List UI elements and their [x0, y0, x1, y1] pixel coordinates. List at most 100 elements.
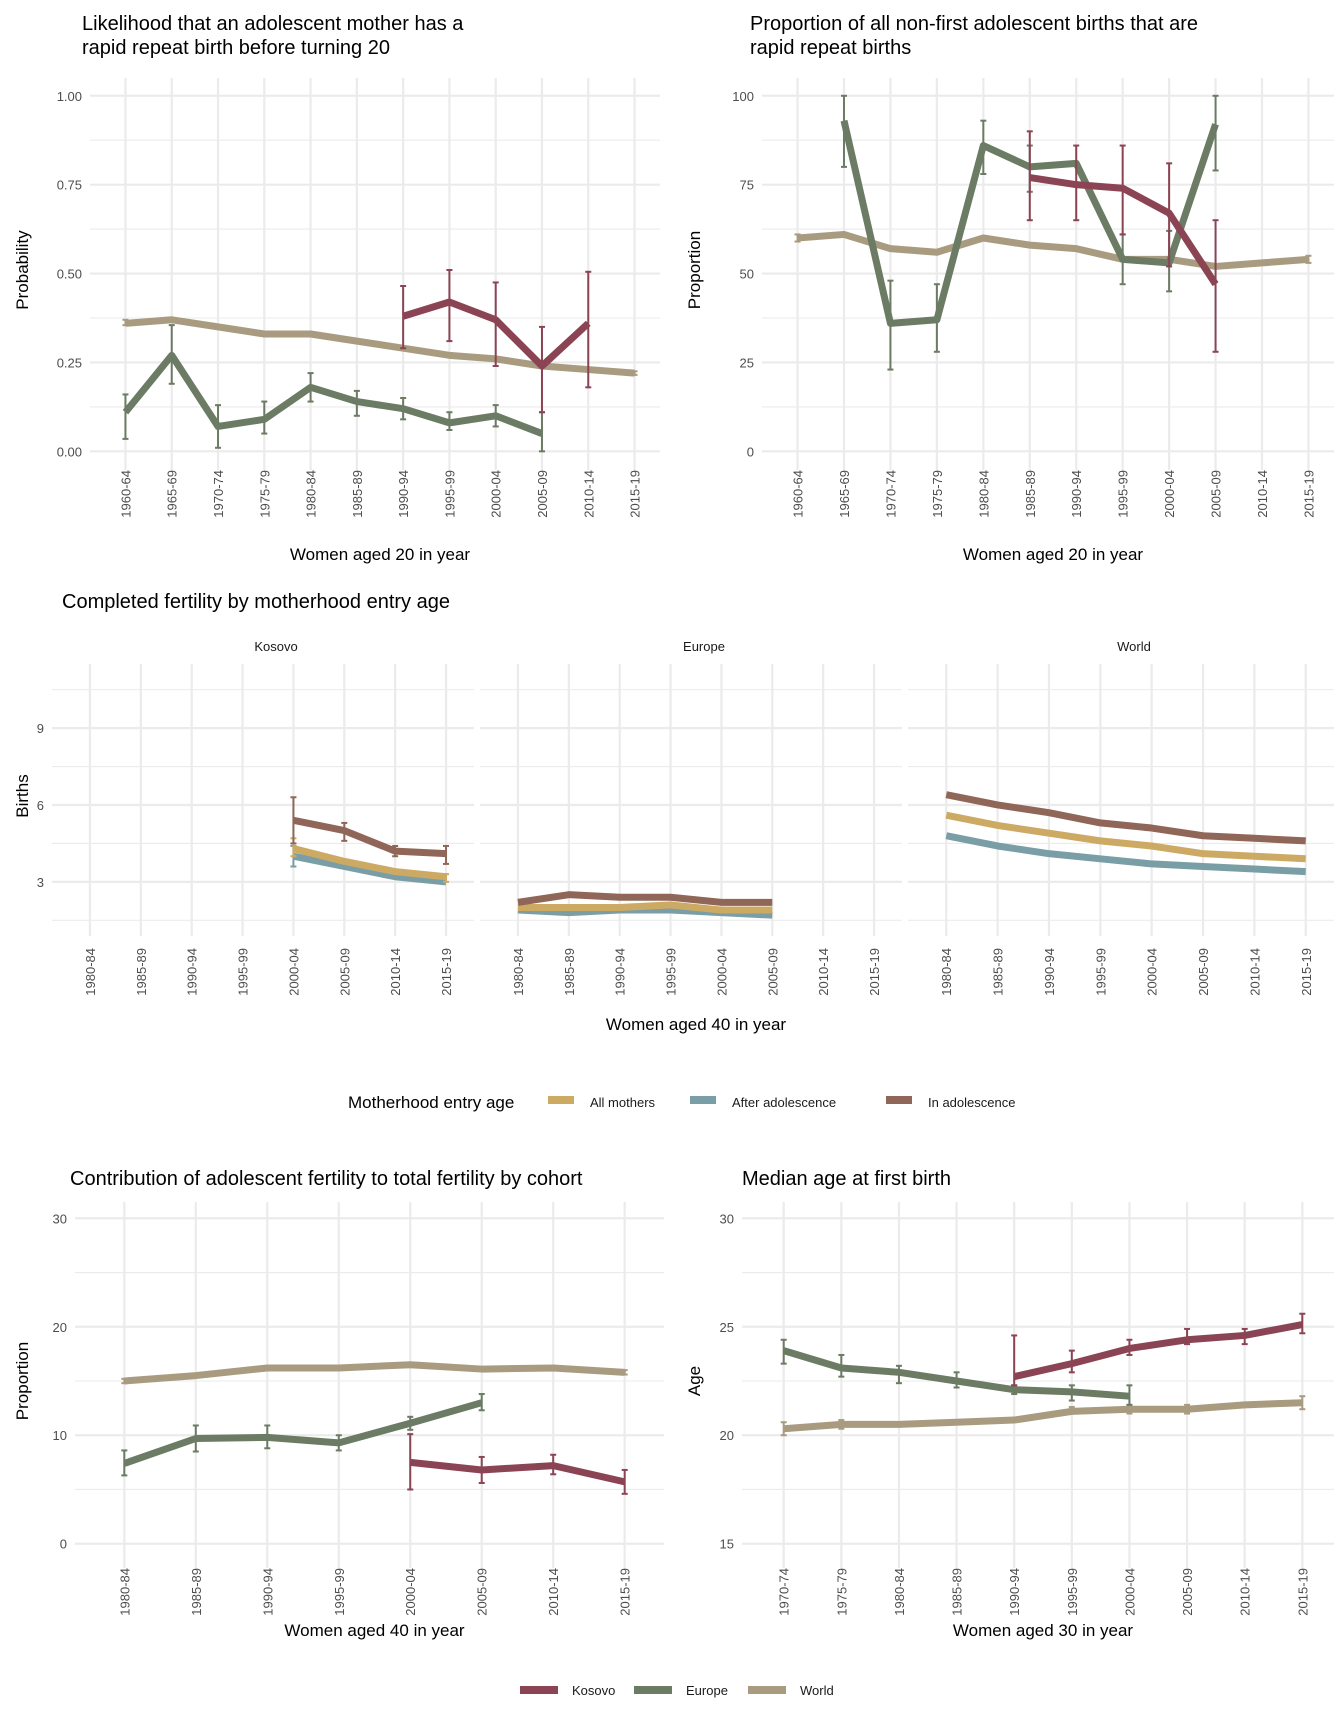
chart-rapid-repeat-likelihood: Likelihood that an adolescent mother has…	[13, 13, 660, 564]
x-tick-label: 2010-14	[1255, 470, 1270, 518]
x-tick-label: 2005-09	[1209, 470, 1224, 518]
x-tick-label: 1980-84	[976, 470, 991, 518]
series-line-after-adolescence	[292, 852, 447, 886]
x-tick-label: 1990-94	[396, 470, 411, 518]
x-tick-label: 1980-84	[117, 1568, 132, 1616]
facet-strip-label: Kosovo	[254, 639, 297, 654]
x-axis-title: Women aged 20 in year	[290, 545, 471, 564]
x-tick-label: 1985-89	[562, 948, 577, 996]
x-tick-label: 1990-94	[613, 948, 628, 996]
x-tick-label: 1990-94	[1042, 948, 1057, 996]
facet-world: World 1980-84 1985-89 1990-94 1995-99 2000-04…	[908, 639, 1334, 996]
series-line-in-adolescence	[292, 816, 447, 858]
x-tick-label: 1985-89	[1023, 470, 1038, 518]
legend-motherhood-entry-age: Motherhood entry age All mothers After ado…	[348, 1093, 1015, 1112]
x-tick-label: 2005-09	[765, 948, 780, 996]
legend-swatch	[548, 1096, 574, 1104]
x-tick-label: 1970-74	[777, 1568, 792, 1616]
x-tick-label: 2010-14	[581, 470, 596, 518]
series-line-all-mothers	[292, 845, 447, 881]
y-tick-label: 20	[720, 1428, 734, 1443]
series-line-world	[124, 1361, 625, 1385]
x-tick-label: 2015-19	[867, 948, 882, 996]
y-axis-title: Probability	[13, 230, 32, 310]
legend-title: Motherhood entry age	[348, 1093, 514, 1112]
x-tick-label: 1965-69	[165, 470, 180, 518]
chart-title: rapid repeat births	[750, 37, 911, 59]
legend-item: After adolescence	[690, 1095, 836, 1110]
x-tick-label: 2000-04	[286, 948, 301, 996]
y-tick-label: 0.50	[57, 267, 82, 282]
x-tick-label: 2010-14	[816, 948, 831, 996]
series-line-in-adolescence	[945, 791, 1306, 845]
y-tick-label: 50	[740, 267, 754, 282]
chart-title: Completed fertility by motherhood entry …	[62, 591, 450, 613]
series-line-world	[797, 230, 1309, 270]
legend-item: In adolescence	[886, 1095, 1015, 1110]
series-line-after-adolescence	[945, 832, 1306, 876]
y-tick-label: 0	[60, 1537, 67, 1552]
series-line-kosovo	[402, 298, 591, 370]
x-tick-label: 1960-64	[118, 470, 133, 518]
legend-swatch	[520, 1686, 558, 1694]
y-axis-title: Age	[685, 1366, 704, 1396]
series-line-kosovo	[1013, 1321, 1303, 1381]
facet-europe: Europe 1980-84 1985-89 1990-94 1995-99 2000-0…	[480, 639, 902, 996]
x-tick-label: 1975-79	[930, 470, 945, 518]
x-tick-label: 1975-79	[257, 470, 272, 518]
x-tick-label: 1960-64	[791, 470, 806, 518]
series-line-kosovo	[409, 1458, 626, 1486]
facet-strip-label: World	[1117, 639, 1151, 654]
x-tick-label: 1980-84	[939, 948, 954, 996]
x-tick-label: 2015-19	[1295, 1568, 1310, 1616]
chart-adolescent-contribution: Contribution of adolescent fertility to …	[13, 1168, 664, 1640]
x-tick-label: 1965-69	[837, 470, 852, 518]
series-line-in-adolescence	[517, 891, 773, 906]
x-tick-label: 2015-19	[1301, 470, 1316, 518]
x-tick-label: 2005-09	[1180, 1568, 1195, 1616]
series-line-world	[125, 316, 635, 377]
x-tick-label: 1985-89	[950, 1568, 965, 1616]
x-axis-title: Women aged 40 in year	[284, 1621, 465, 1640]
x-tick-label: 1980-84	[83, 948, 98, 996]
facet-strip-label: Europe	[683, 639, 725, 654]
legend-swatch	[634, 1686, 672, 1694]
y-tick-label: 25	[720, 1320, 734, 1335]
series-line-europe	[122, 351, 544, 437]
x-tick-label: 1990-94	[1069, 470, 1084, 518]
x-tick-label: 1980-84	[304, 470, 319, 518]
chart-title: Contribution of adolescent fertility to …	[70, 1168, 583, 1190]
x-tick-label: 2000-04	[714, 948, 729, 996]
x-tick-label: 1985-89	[189, 1568, 204, 1616]
x-tick-label: 2005-09	[475, 1568, 490, 1616]
x-tick-label: 2010-14	[1238, 1568, 1253, 1616]
y-tick-label: 25	[740, 355, 754, 370]
x-tick-label: 1990-94	[1007, 1568, 1022, 1616]
x-axis-title: Women aged 20 in year	[963, 545, 1144, 564]
legend-swatch	[690, 1096, 716, 1104]
legend-item: Europe	[634, 1683, 728, 1698]
x-tick-label: 1995-99	[1065, 1568, 1080, 1616]
x-tick-label: 2010-14	[388, 948, 403, 996]
y-tick-label: 0.75	[57, 178, 82, 193]
x-tick-label: 2000-04	[1162, 470, 1177, 518]
legend-region: Kosovo Europe World	[520, 1683, 834, 1698]
x-tick-label: 2000-04	[489, 470, 504, 518]
y-axis-title: Proportion	[685, 231, 704, 309]
chart-median-age-first-birth: Median age at first birth 15 20 25 30 1970-74…	[685, 1168, 1334, 1640]
legend-label: Kosovo	[572, 1683, 615, 1698]
chart-title: rapid repeat birth before turning 20	[82, 37, 390, 59]
x-tick-label: 1995-99	[1116, 470, 1131, 518]
legend-item: World	[748, 1683, 834, 1698]
x-axis-title: Women aged 30 in year	[953, 1621, 1134, 1640]
y-axis-title: Proportion	[13, 1342, 32, 1420]
y-tick-label: 30	[53, 1211, 67, 1226]
series-line-all-mothers	[517, 901, 773, 914]
series-line-world	[783, 1399, 1303, 1433]
legend-label: World	[800, 1683, 834, 1698]
chart-completed-fertility: Completed fertility by motherhood entry …	[13, 591, 1334, 1034]
x-tick-label: 2005-09	[1196, 948, 1211, 996]
chart-title: Likelihood that an adolescent mother has…	[82, 13, 464, 35]
y-tick-label: 0.25	[57, 355, 82, 370]
x-tick-label: 1980-84	[511, 948, 526, 996]
